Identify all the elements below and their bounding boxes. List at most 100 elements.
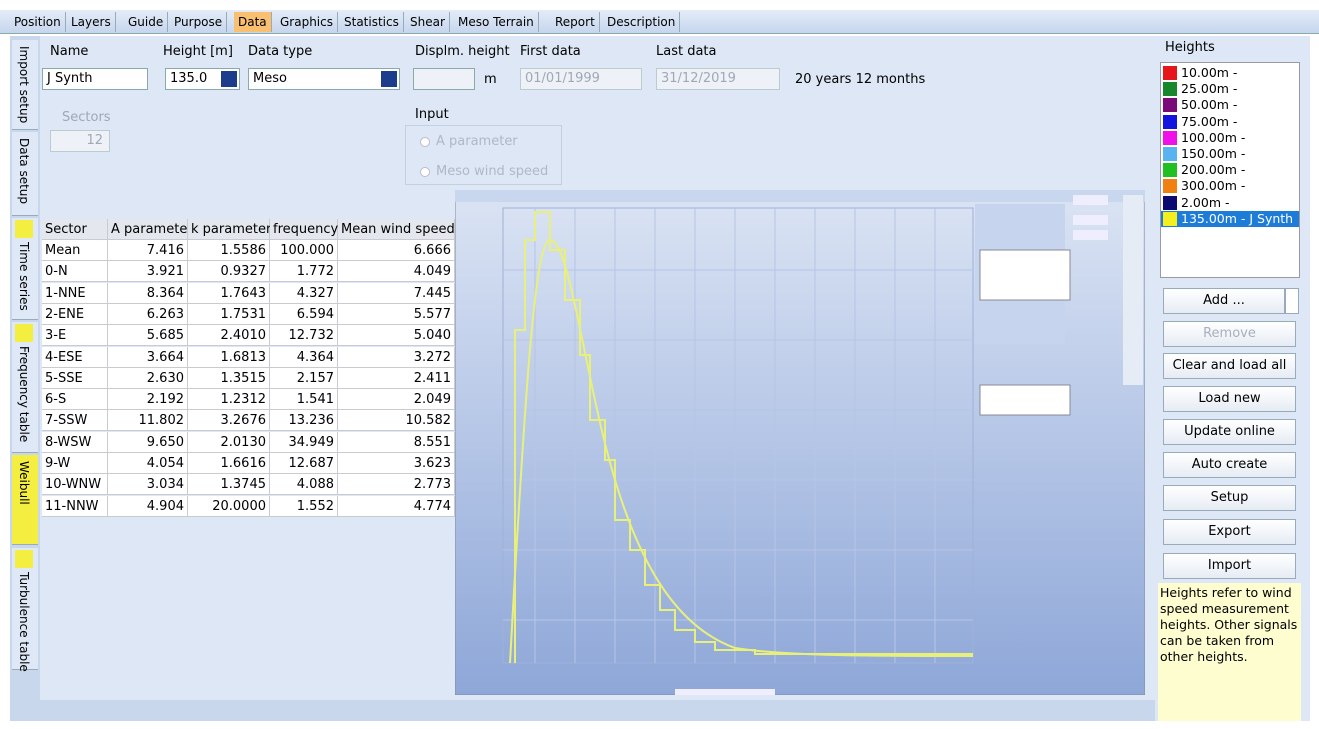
side-tab[interactable]: Import setup (12, 40, 38, 130)
field-label: Displm. height (415, 44, 510, 59)
table-cell: 10.582 (338, 410, 455, 431)
table-cell: 6.594 (270, 304, 338, 325)
height-label: 2.00m - (1181, 195, 1230, 211)
menu-tab[interactable]: Shear (406, 12, 450, 32)
dropdown-arrow (221, 71, 237, 87)
height-item[interactable]: 25.00m - (1161, 81, 1299, 97)
color-swatch (1163, 115, 1177, 129)
column-header: Mean wind speed (338, 219, 455, 240)
table-cell: 9-W (42, 453, 108, 474)
input-field[interactable] (413, 68, 475, 90)
menu-tab[interactable]: Guide (124, 12, 168, 32)
table-cell: 3.034 (108, 474, 188, 495)
input-field[interactable]: 01/01/1999 (520, 68, 642, 90)
button[interactable]: Add ... (1163, 288, 1285, 314)
table-cell: 0-N (42, 261, 108, 282)
height-item[interactable]: 200.00m - (1161, 162, 1299, 178)
field-label: Last data (656, 44, 717, 59)
side-tab-label: Weibull (17, 461, 31, 505)
height-label: 300.00m - (1181, 178, 1245, 194)
height-label: 135.00m - J Synth (1181, 211, 1293, 227)
input-field[interactable]: 12 (50, 130, 110, 152)
table-cell: 2-ENE (42, 304, 108, 325)
color-swatch (1163, 131, 1177, 145)
side-tab[interactable]: Time series (12, 218, 38, 320)
menu-tab[interactable]: Report (551, 12, 600, 32)
table-cell: 100.000 (270, 240, 338, 261)
menu-tab[interactable]: Graphics (276, 12, 338, 32)
table-cell: 9.650 (108, 432, 188, 453)
menu-tab[interactable]: Data (234, 12, 272, 32)
menu-tab[interactable]: Meso Terrain (454, 12, 539, 32)
dropdown-arrow[interactable] (1285, 288, 1299, 314)
table-cell: 3.2676 (188, 410, 270, 431)
height-item[interactable]: 50.00m - (1161, 97, 1299, 113)
side-tab-label: Import setup (17, 46, 31, 123)
field-label: Input (415, 107, 449, 122)
height-label: 25.00m - (1181, 81, 1237, 97)
table-cell: 4.054 (108, 453, 188, 474)
side-tab[interactable]: Frequency table (12, 322, 38, 453)
tab-marker (15, 220, 33, 238)
table-cell: 2.192 (108, 389, 188, 410)
field-label[interactable]: A parameter (420, 134, 518, 149)
table-cell: 4.327 (270, 283, 338, 304)
menu-tab[interactable]: Statistics (340, 12, 404, 32)
table-cell: 1.7531 (188, 304, 270, 325)
application-window: PositionLayers GuidePurpose DataGraphicsSt… (0, 0, 1319, 729)
table-cell: 8.551 (338, 432, 455, 453)
table-cell: 1.772 (270, 261, 338, 282)
button[interactable]: Setup (1163, 485, 1296, 511)
table-cell: 5.040 (338, 325, 455, 346)
side-tab[interactable]: Data setup (12, 132, 38, 216)
color-swatch (1163, 212, 1177, 226)
table-cell: 20.0000 (188, 496, 270, 517)
height-item[interactable]: 300.00m - (1161, 178, 1299, 194)
input-field[interactable]: 31/12/2019 (656, 68, 780, 90)
table-cell: 5.577 (338, 304, 455, 325)
height-item[interactable]: 150.00m - (1161, 146, 1299, 162)
table-cell: 1.7643 (188, 283, 270, 304)
table-cell: 12.732 (270, 325, 338, 346)
height-item[interactable]: 75.00m - (1161, 114, 1299, 130)
field-label: Data type (248, 44, 312, 59)
table-cell: 1.5586 (188, 240, 270, 261)
height-item[interactable]: 2.00m - (1161, 195, 1299, 211)
height-item[interactable]: 10.00m - (1161, 65, 1299, 81)
table-cell: 7-SSW (42, 410, 108, 431)
column-header: Sector (42, 219, 108, 240)
input-field[interactable]: 135.0 (165, 68, 240, 90)
button[interactable]: Auto create (1163, 452, 1296, 478)
menu-tab[interactable]: Position (10, 12, 66, 32)
table-cell: 4.364 (270, 347, 338, 368)
input-field[interactable]: Meso (248, 68, 400, 90)
height-item[interactable]: 135.00m - J Synth (1161, 211, 1299, 227)
table-cell: 4.904 (108, 496, 188, 517)
table-cell: 11.802 (108, 410, 188, 431)
input-field[interactable]: J Synth (42, 68, 148, 90)
button[interactable]: Clear and load all (1163, 353, 1296, 379)
tab-marker (15, 550, 33, 568)
side-tab-label: Turbulence table (17, 572, 31, 672)
table-cell: 1.552 (270, 496, 338, 517)
table-cell: 7.445 (338, 283, 455, 304)
button[interactable]: Remove (1163, 321, 1296, 347)
side-tab[interactable]: Turbulence table (12, 548, 38, 670)
button[interactable]: Update online (1163, 419, 1296, 445)
menu-tab[interactable]: Layers (67, 12, 116, 32)
field-label[interactable]: Meso wind speed (420, 164, 548, 179)
table-cell: 1.2312 (188, 389, 270, 410)
button[interactable]: Load new (1163, 386, 1296, 412)
color-swatch (1163, 196, 1177, 210)
table-cell: 6.263 (108, 304, 188, 325)
menu-tab[interactable]: Purpose (170, 12, 227, 32)
table-cell: 2.773 (338, 474, 455, 495)
table-cell: 2.4010 (188, 325, 270, 346)
side-tab[interactable]: Weibull (12, 455, 38, 545)
button[interactable]: Import (1163, 553, 1296, 579)
menu-tab[interactable]: Description (603, 12, 680, 32)
height-item[interactable]: 100.00m - (1161, 130, 1299, 146)
table-cell: 2.049 (338, 389, 455, 410)
color-swatch (1163, 98, 1177, 112)
button[interactable]: Export (1163, 519, 1296, 545)
